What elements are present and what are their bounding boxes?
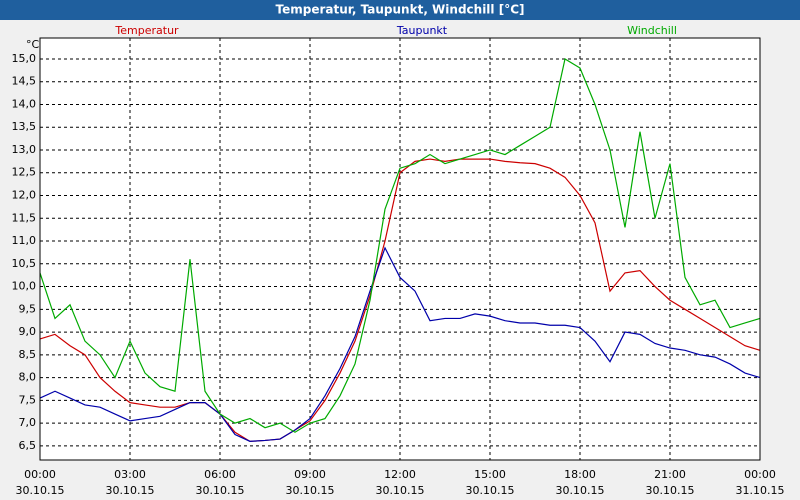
y-tick-label: 13,5 xyxy=(12,120,37,133)
series-line xyxy=(39,246,761,442)
y-tick-label: 15,0 xyxy=(12,52,37,65)
x-tick-date: 30.10.15 xyxy=(286,484,335,497)
y-tick-label: 11,5 xyxy=(12,211,37,224)
x-tick-date: 30.10.15 xyxy=(16,484,65,497)
x-tick-label: 00:00 xyxy=(744,468,776,481)
series-line xyxy=(39,158,761,442)
y-tick-label: 7,5 xyxy=(19,393,37,406)
y-tick-label: 14,5 xyxy=(12,75,37,88)
y-tick-label: 10,5 xyxy=(12,257,37,270)
x-tick-date: 30.10.15 xyxy=(106,484,155,497)
title-bar xyxy=(0,0,800,20)
y-tick-label: 9,5 xyxy=(19,302,37,315)
y-tick-label: 8,5 xyxy=(19,348,37,361)
chart-title: Temperatur, Taupunkt, Windchill [°C] xyxy=(276,3,525,17)
y-tick-label: 11,0 xyxy=(12,234,37,247)
y-tick-label: 13,0 xyxy=(12,143,37,156)
x-tick-date: 30.10.15 xyxy=(556,484,605,497)
legend-label: Temperatur xyxy=(114,24,179,37)
y-tick-label: 9,0 xyxy=(19,325,37,338)
y-tick-label: 10,0 xyxy=(12,280,37,293)
x-tick-label: 12:00 xyxy=(384,468,416,481)
legend-label: Taupunkt xyxy=(396,24,448,37)
x-tick-date: 30.10.15 xyxy=(196,484,245,497)
x-tick-date: 31.10.15 xyxy=(736,484,785,497)
series-line xyxy=(39,57,761,433)
y-unit: °C xyxy=(26,38,40,51)
y-tick-label: 6,5 xyxy=(19,439,37,452)
x-tick-label: 15:00 xyxy=(474,468,506,481)
x-tick-label: 00:00 xyxy=(24,468,56,481)
x-tick-date: 30.10.15 xyxy=(376,484,425,497)
y-tick-label: 8,0 xyxy=(19,371,37,384)
y-tick-label: 14,0 xyxy=(12,97,37,110)
legend-label: Windchill xyxy=(627,24,677,37)
x-tick-label: 03:00 xyxy=(114,468,146,481)
x-tick-date: 30.10.15 xyxy=(646,484,695,497)
y-tick-label: 7,0 xyxy=(19,416,37,429)
x-tick-label: 21:00 xyxy=(654,468,686,481)
x-tick-date: 30.10.15 xyxy=(466,484,515,497)
y-tick-label: 12,0 xyxy=(12,189,37,202)
x-tick-label: 09:00 xyxy=(294,468,326,481)
plot-border xyxy=(39,37,761,461)
y-tick-label: 12,5 xyxy=(12,166,37,179)
x-tick-label: 18:00 xyxy=(564,468,596,481)
x-tick-label: 06:00 xyxy=(204,468,236,481)
